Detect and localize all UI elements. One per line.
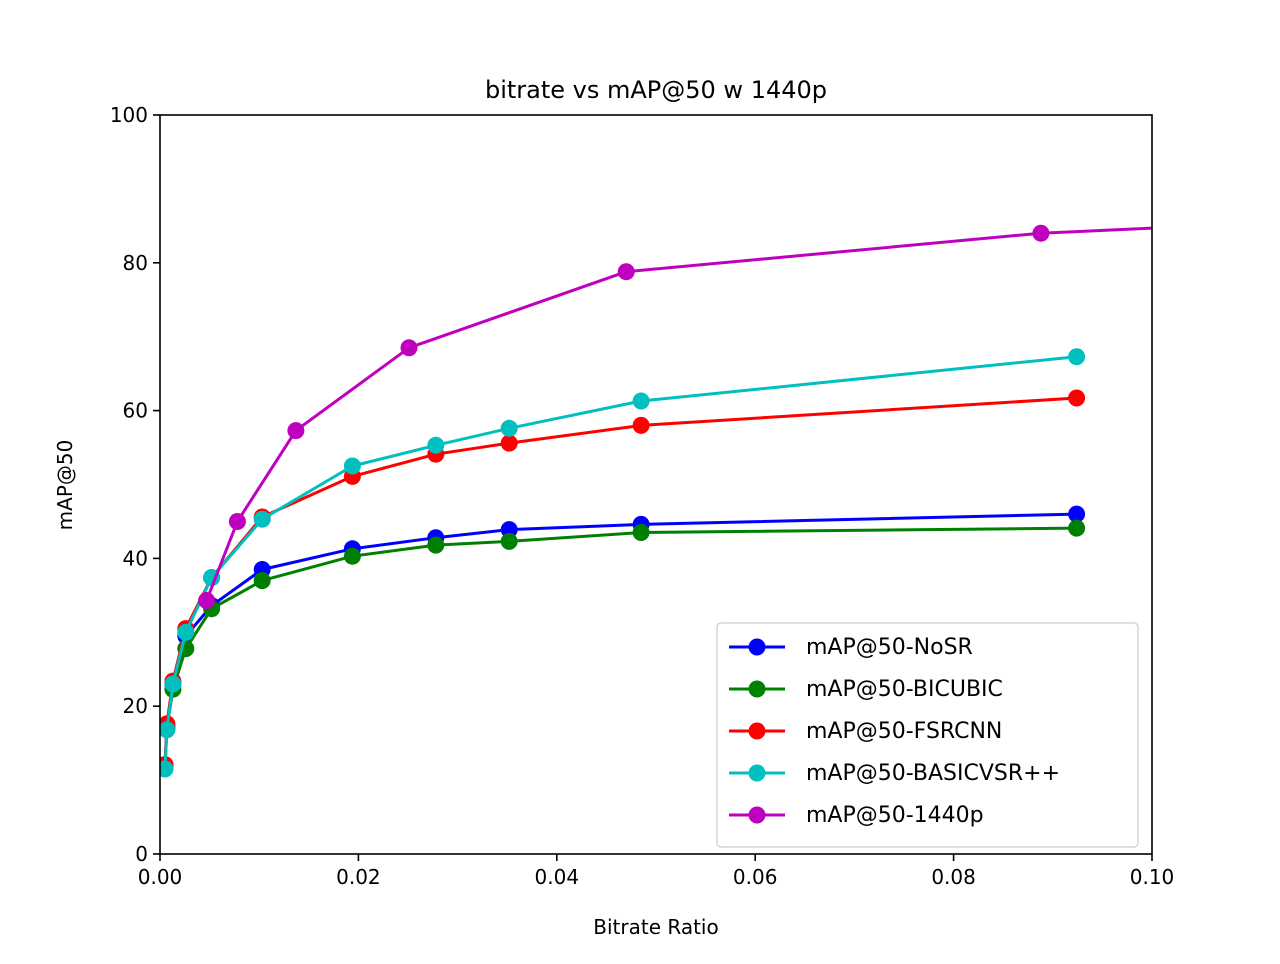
x-tick-label: 0.04 [535,865,580,889]
legend-marker [748,638,766,656]
y-tick-label: 40 [123,546,148,570]
data-point [253,510,271,528]
legend-box [716,622,1139,848]
series-group [198,215,1260,609]
data-point [632,392,650,410]
data-point [500,521,518,539]
data-point [253,572,271,590]
series-layer [160,215,1260,778]
data-point [1243,215,1260,232]
data-point [500,419,518,437]
x-tick-label: 0.08 [931,865,976,889]
data-point [198,592,216,609]
data-point [177,623,195,641]
data-point [343,457,361,475]
data-point [632,416,650,434]
data-point [1068,348,1086,366]
legend-label: mAP@50-FSRCNN [806,719,1002,744]
data-point [632,524,650,541]
data-point [343,547,361,565]
legend: mAP@50-NoSR mAP@50-BICUBIC mAP@50-FSRCNN mA… [716,622,1139,848]
y-axis-label: mAP@50 [53,440,77,531]
data-point [1032,224,1050,242]
data-point [1068,389,1086,407]
data-point [287,422,305,440]
legend-marker [748,722,766,740]
legend-marker [748,764,766,782]
data-point [1068,519,1086,537]
y-tick-label: 0 [135,842,148,866]
series-group [160,348,1086,778]
x-axis-label: Bitrate Ratio [593,915,718,939]
y-axis-ticks: 0 20 40 60 80 100 [110,103,160,866]
x-axis-ticks: 0.00 0.02 0.04 0.06 0.08 0.10 [138,854,1175,889]
data-point [427,436,445,454]
data-point [1068,505,1086,523]
x-tick-label: 0.06 [733,865,778,889]
data-point [500,434,518,452]
legend-label: mAP@50-BICUBIC [806,677,1003,702]
data-point [160,721,176,739]
data-point [500,532,518,550]
legend-label: mAP@50-1440p [806,803,984,828]
data-point [228,513,246,530]
legend-label: mAP@50-NoSR [806,635,973,660]
data-point [164,675,182,693]
y-tick-label: 20 [123,694,148,718]
legend-marker [748,806,766,824]
legend-marker [748,680,766,698]
chart-title: bitrate vs mAP@50 w 1440p [485,76,827,104]
data-point [160,760,174,778]
x-tick-label: 0.02 [336,865,381,889]
series-line [205,226,1152,602]
x-tick-label: 0.10 [1130,865,1175,889]
y-tick-label: 80 [123,251,148,275]
data-point [400,339,418,357]
legend-label: mAP@50-BASICVSR++ [806,761,1060,786]
data-point [427,536,445,554]
y-tick-label: 60 [123,399,148,423]
data-point [617,263,635,281]
y-tick-label: 100 [110,103,148,127]
plot-frame [159,114,1153,855]
x-tick-label: 0.00 [138,865,183,889]
